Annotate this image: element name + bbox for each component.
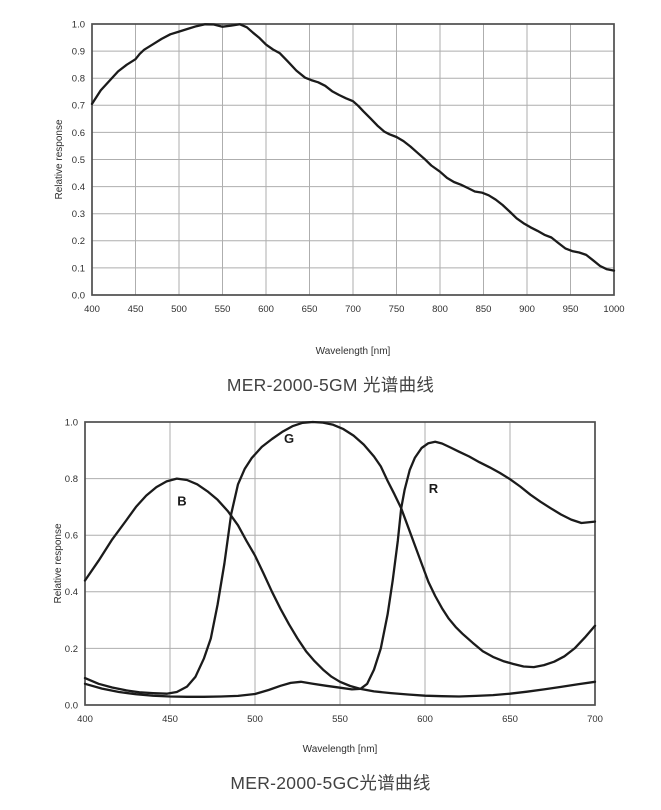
plot-border <box>84 421 596 706</box>
x-tick-label: 900 <box>519 304 535 315</box>
y-tick-label: 0.5 <box>72 155 85 166</box>
x-tick-label: 450 <box>128 304 144 315</box>
x-axis-label: Wavelength [nm] <box>316 346 391 357</box>
y-tick-label: 0.2 <box>72 236 85 247</box>
y-tick-label: 0.6 <box>72 128 85 139</box>
x-tick-label: 700 <box>587 714 603 725</box>
y-tick-label: 0.6 <box>65 531 78 542</box>
y-tick-label: 0.4 <box>72 182 85 193</box>
mono-chart-canvas: 400 450 500 550 600 650 700 750 800 850 900 950 1000… <box>54 19 625 357</box>
curve-mono <box>90 23 616 272</box>
y-tick-label: 0.4 <box>65 587 78 598</box>
y-axis-label: Relative response <box>53 523 64 603</box>
y-axis-label: Relative response <box>54 119 65 199</box>
y-tick-label: 0.8 <box>65 474 78 485</box>
x-tick-label: 500 <box>171 304 187 315</box>
x-tick-label: 450 <box>162 714 178 725</box>
y-tick-label: 0.0 <box>65 700 78 711</box>
x-tick-label: 650 <box>302 304 318 315</box>
color-chart-canvas: B G R 400 450 500 550 600 650 700 0.0 0.2 0.4 0.6 0.8 1… <box>53 417 603 755</box>
x-tick-label: 700 <box>345 304 361 315</box>
x-tick-label: 750 <box>389 304 405 315</box>
x-tick-label: 500 <box>247 714 263 725</box>
y-tick-label: 0.3 <box>72 209 85 220</box>
curve-G <box>83 420 597 695</box>
plot-border <box>91 23 615 296</box>
y-tick-label: 1.0 <box>72 19 85 30</box>
x-tick-label: 550 <box>215 304 231 315</box>
mono-spectral-chart-figure: 400 450 500 550 600 650 700 750 800 850 900 950 1000… <box>0 2 661 397</box>
x-tick-label: 550 <box>332 714 348 725</box>
x-tick-label: 400 <box>84 304 100 315</box>
x-tick-label: 400 <box>77 714 93 725</box>
y-tick-label: 0.8 <box>72 74 85 85</box>
color-spectral-chart-figure: B G R 400 450 500 550 600 650 700 0.0 0.2 0.4 0.6 0.8 1… <box>0 396 661 795</box>
y-tick-label: 0.0 <box>72 290 85 301</box>
y-tick-label: 0.2 <box>65 644 78 655</box>
curve-R <box>83 440 597 698</box>
x-axis-label: Wavelength [nm] <box>303 744 378 755</box>
mono-chart-caption: MER-2000-5GM 光谱曲线 <box>226 375 435 395</box>
curve-B <box>83 477 597 698</box>
y-tick-label: 0.7 <box>72 101 85 112</box>
y-tick-label: 0.9 <box>72 47 85 58</box>
series-label-R: R <box>429 481 439 496</box>
series-label-B: B <box>177 493 186 508</box>
y-tick-label: 0.1 <box>72 263 85 274</box>
x-tick-label: 950 <box>563 304 579 315</box>
x-tick-label: 800 <box>432 304 448 315</box>
y-tick-label: 1.0 <box>65 417 78 428</box>
x-tick-label: 600 <box>258 304 274 315</box>
x-tick-label: 650 <box>502 714 518 725</box>
x-tick-label: 850 <box>476 304 492 315</box>
color-chart-caption: MER-2000-5GC光谱曲线 <box>230 773 431 793</box>
x-tick-label: 600 <box>417 714 433 725</box>
x-tick-label: 1000 <box>603 304 624 315</box>
series-label-G: G <box>284 431 294 446</box>
